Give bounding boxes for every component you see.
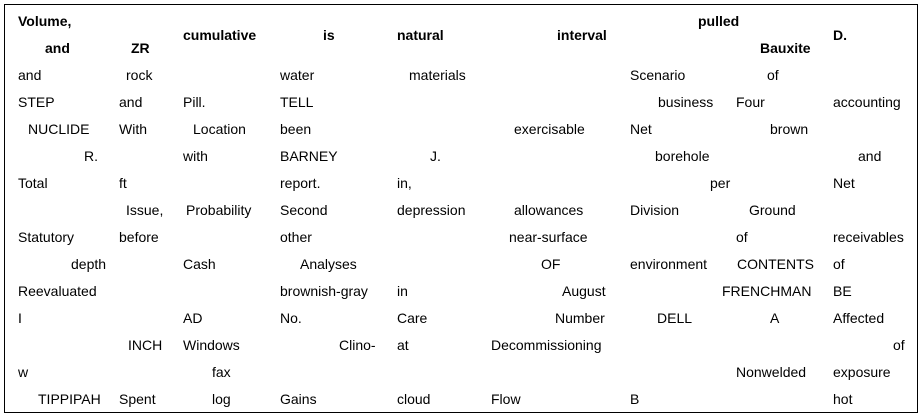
table-cell: of (736, 229, 748, 245)
table-cell: CONTENTS (737, 256, 814, 272)
table-cell: Nonwelded (736, 364, 807, 380)
header-cell: Volume, (18, 13, 72, 29)
table-cell: August (562, 283, 606, 299)
table-cell: AD (183, 310, 203, 326)
table-cell: and (119, 94, 143, 110)
table-cell: J. (430, 148, 441, 164)
table-cell: TIPPIPAH (38, 391, 101, 407)
table-cell: OF (541, 256, 561, 272)
table-cell: in (397, 283, 408, 299)
table-cell: log (212, 391, 231, 407)
table-cell: Analyses (300, 256, 357, 272)
table-cell: No. (280, 310, 302, 326)
table-cell: water (280, 67, 315, 83)
table-cell: Net (630, 121, 652, 137)
table-cell: Cash (183, 256, 216, 272)
table-cell: receivables (833, 229, 904, 245)
header-cell: D. (833, 27, 847, 43)
table-cell: Pill. (183, 94, 206, 110)
table-cell: been (280, 121, 312, 137)
table-cell: Number (555, 310, 605, 326)
table-cell: Windows (183, 337, 240, 353)
table-cell: before (119, 229, 159, 245)
table-cell: in, (397, 175, 412, 191)
table-cell: Gains (280, 391, 317, 407)
table-cell: Second (280, 202, 328, 218)
table-cell: Ground (749, 202, 796, 218)
table-cell: Net (833, 175, 855, 191)
table-cell: rock (126, 67, 153, 83)
table-cell: of (833, 256, 845, 272)
table-cell: Location (193, 121, 246, 137)
table-cell: and (18, 67, 42, 83)
table-cell: w (18, 364, 29, 380)
table-cell: cloud (397, 391, 431, 407)
table-cell: hot (833, 391, 853, 407)
header-cell: and (45, 40, 70, 56)
table-cell: I (18, 310, 22, 326)
table-cell: ft (119, 175, 127, 191)
table-cell: Flow (491, 391, 521, 407)
table-cell: Scenario (630, 67, 686, 83)
table-cell: near-surface (509, 229, 588, 245)
table-cell: Four (736, 94, 765, 110)
table-cell: With (119, 121, 147, 137)
table-cell: brownish-gray (280, 283, 368, 299)
table-cell: B (630, 391, 640, 407)
table-cell: NUCLIDE (28, 121, 90, 137)
table-cell: fax (212, 364, 231, 380)
table-cell: materials (409, 67, 466, 83)
table-cell: exposure (833, 364, 891, 380)
header-cell: pulled (698, 13, 740, 29)
table-cell: other (280, 229, 312, 245)
table-cell: report. (280, 175, 321, 191)
table-cell: FRENCHMAN (722, 283, 812, 299)
table-cell: brown (770, 121, 809, 137)
table-cell: Care (397, 310, 428, 326)
header-cell: is (323, 27, 335, 43)
header-cell: interval (557, 27, 607, 43)
table-cell: with (183, 148, 208, 164)
table-cell: INCH (128, 337, 163, 353)
table-cell: of (767, 67, 779, 83)
table-cell: DELL (657, 310, 693, 326)
table-cell: A (770, 310, 780, 326)
table-cell: allowances (514, 202, 584, 218)
table-cell: environment (630, 256, 708, 272)
table-cell: BARNEY (280, 148, 338, 164)
table-cell: of (893, 337, 905, 353)
table-cell: depth (71, 256, 107, 272)
header-cell: natural (397, 27, 444, 43)
table-cell: Issue, (126, 202, 164, 218)
table-cell: depression (397, 202, 466, 218)
header-cell: Bauxite (760, 40, 811, 56)
table-cell: Probability (186, 202, 252, 218)
table-cell: Division (630, 202, 680, 218)
table-cell: borehole (655, 148, 710, 164)
table-cell: at (397, 337, 409, 353)
table-cell: Affected (833, 310, 885, 326)
table-cell: Decommissioning (491, 337, 602, 353)
table-cell: TELL (280, 94, 314, 110)
table-cell: Total (18, 175, 48, 191)
table-cell: per (710, 175, 731, 191)
table-cell: STEP (18, 94, 55, 110)
table-cell: R. (84, 148, 98, 164)
table-cell: accounting (833, 94, 901, 110)
table-cell: exercisable (514, 121, 585, 137)
header-cell: cumulative (183, 27, 257, 43)
table-cell: Spent (119, 391, 156, 407)
document-table: Volume, and ZR cumulative is natural int… (4, 4, 918, 413)
table-cell: and (858, 148, 882, 164)
table-cell: Reevaluated (18, 283, 97, 299)
header-cell: ZR (131, 40, 150, 56)
table-cell: business (658, 94, 714, 110)
table-cell: Statutory (18, 229, 75, 245)
table-cell: BE (833, 283, 852, 299)
table-cell: Clino- (339, 337, 376, 353)
